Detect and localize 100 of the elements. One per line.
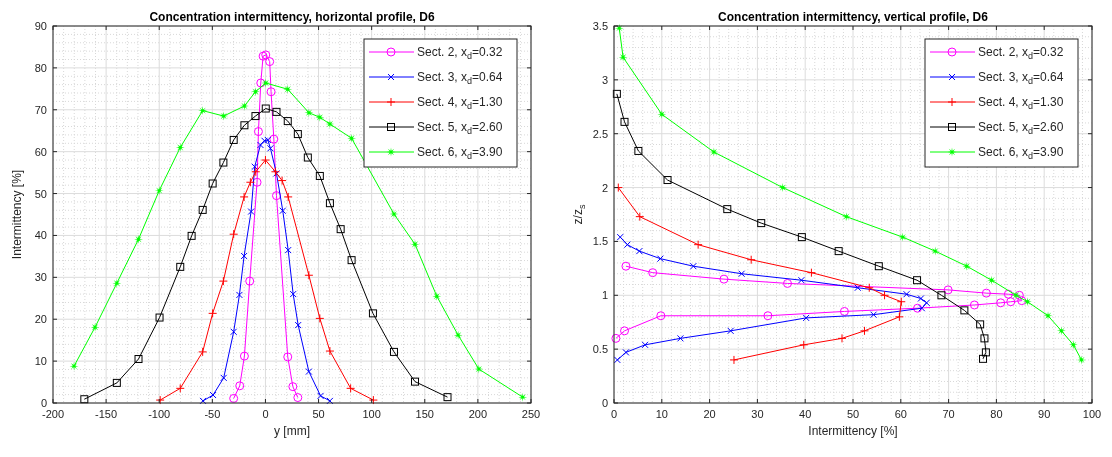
y-tick-label: 2 — [601, 181, 608, 194]
legend-label: Sect. 3, x$_{d}$=0.64 — [978, 70, 1064, 86]
x-axis-title: Intermittency [%] — [808, 424, 898, 438]
point — [1006, 297, 1016, 307]
legend-label: Sect. 4, x$_{d}$=1.30 — [978, 95, 1064, 111]
point — [208, 308, 218, 318]
point — [112, 278, 122, 288]
point — [898, 232, 908, 242]
legend-label: Sect. 2, x$_{d}$=0.32 — [978, 45, 1064, 61]
point — [981, 348, 990, 357]
point — [806, 268, 816, 278]
point — [980, 334, 989, 343]
y-tick-label: 90 — [34, 20, 47, 32]
point — [432, 291, 442, 301]
y-tick-label: 0 — [601, 397, 608, 409]
point — [219, 158, 228, 167]
point — [315, 112, 325, 122]
point — [154, 186, 164, 196]
point — [252, 177, 262, 187]
x-tick-label: 40 — [799, 408, 812, 420]
point — [304, 270, 314, 280]
x-tick-label: 80 — [990, 408, 1003, 420]
point — [729, 355, 739, 365]
legend-label: Sect. 5, x$_{d}$=2.60 — [978, 120, 1064, 136]
point — [783, 278, 793, 288]
point — [229, 135, 238, 144]
point — [251, 163, 259, 171]
point — [284, 246, 292, 254]
point — [621, 261, 631, 271]
point — [859, 326, 869, 336]
point — [727, 327, 735, 335]
point — [996, 298, 1006, 308]
point — [616, 233, 624, 241]
point — [641, 341, 649, 349]
point — [969, 300, 979, 310]
legend-label: Sect. 5, x$_{d}$=2.60 — [417, 120, 503, 136]
point — [802, 314, 810, 322]
legend-label: Sect. 6, x$_{d}$=3.90 — [978, 145, 1064, 161]
chart-title: Concentration intermittency, vertical profile, D6 — [718, 10, 989, 24]
point — [294, 321, 302, 329]
point — [264, 136, 272, 144]
point — [269, 134, 279, 144]
point — [155, 313, 164, 322]
point — [176, 262, 185, 271]
x-tick-label: -200 — [41, 408, 65, 420]
point — [837, 333, 847, 343]
point — [1017, 296, 1027, 306]
x-tick-label: 0 — [610, 408, 618, 420]
point — [175, 383, 185, 393]
y-tick-label: 2.5 — [592, 127, 608, 140]
point — [913, 276, 922, 285]
point — [336, 225, 345, 234]
point — [979, 354, 988, 363]
point — [271, 191, 281, 201]
point — [389, 347, 398, 356]
point — [834, 247, 843, 256]
point — [864, 283, 874, 293]
y-tick-label: 3.5 — [592, 20, 608, 32]
point — [245, 276, 255, 286]
point — [134, 355, 143, 364]
point — [976, 320, 985, 329]
y-tick-label: 60 — [34, 145, 47, 158]
y-tick-label: 10 — [34, 355, 47, 368]
point — [289, 290, 297, 298]
y-tick-label: 3 — [601, 73, 608, 86]
point — [279, 207, 287, 215]
point — [283, 84, 293, 94]
y-tick-label: 30 — [34, 271, 47, 284]
x-tick-label: -150 — [95, 408, 118, 420]
point — [304, 108, 314, 118]
point — [347, 256, 356, 265]
x-tick-label: 30 — [751, 408, 764, 420]
point — [1068, 340, 1078, 350]
point — [799, 340, 809, 350]
x-tick-label: 150 — [415, 408, 434, 420]
point — [208, 179, 217, 188]
point — [763, 311, 773, 321]
y-tick-label: 1.5 — [592, 235, 608, 248]
legend-label: Sect. 4, x$_{d}$=1.30 — [417, 95, 503, 111]
point — [797, 233, 806, 242]
point — [317, 392, 325, 400]
x-tick-label: 100 — [362, 408, 381, 420]
point — [689, 262, 697, 270]
point — [693, 240, 703, 250]
point — [960, 306, 969, 315]
x-tick-label: 10 — [655, 408, 668, 420]
point — [962, 261, 972, 271]
point — [277, 176, 287, 186]
point — [266, 144, 274, 152]
point — [896, 297, 906, 307]
point — [251, 167, 261, 177]
point — [256, 78, 266, 88]
point — [283, 192, 293, 202]
point — [839, 306, 849, 316]
point — [260, 137, 268, 145]
point — [656, 311, 666, 321]
point — [220, 374, 228, 382]
point — [943, 285, 953, 295]
point — [235, 381, 245, 391]
point — [293, 130, 302, 139]
